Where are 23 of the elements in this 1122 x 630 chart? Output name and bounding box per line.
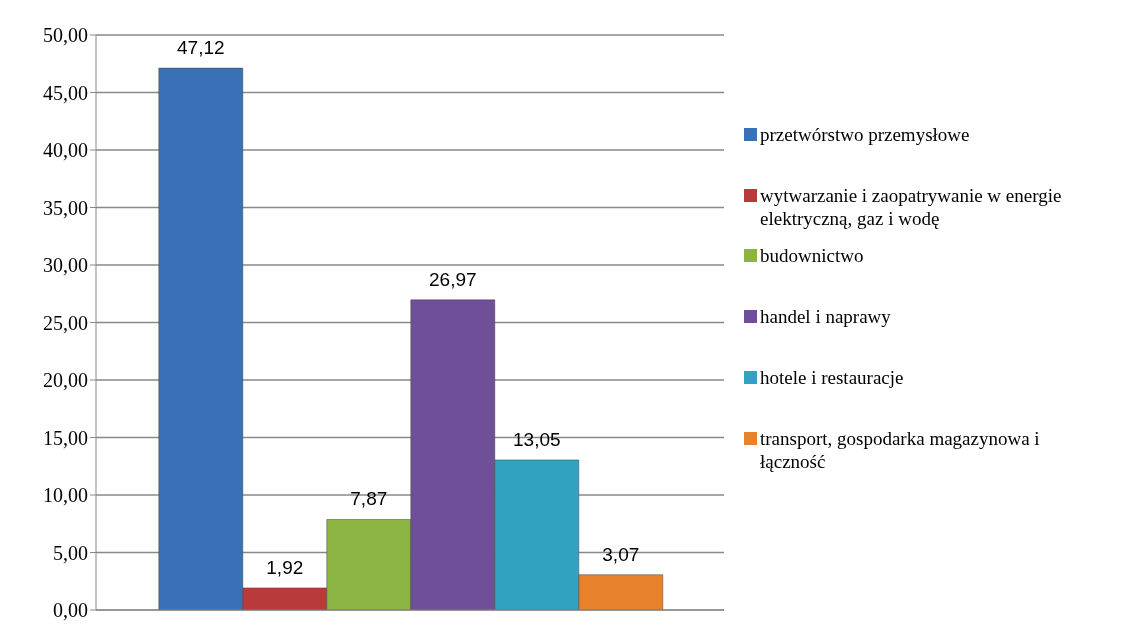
- data-label: 1,92: [266, 556, 304, 578]
- y-tick-label: 15,00: [43, 426, 88, 449]
- legend-label: transport, gospodarka magazynowa i łączność: [760, 427, 1041, 473]
- y-tick-label: 20,00: [43, 369, 88, 392]
- y-tick-label: 25,00: [43, 311, 88, 334]
- legend-label: wytwarzanie i zaopatrywanie w energie elektryczną, gaz i wodę: [760, 184, 1063, 230]
- y-tick-label: 40,00: [43, 139, 88, 162]
- y-tick-label: 5,00: [53, 541, 88, 564]
- data-label: 13,05: [513, 428, 561, 450]
- data-label: 26,97: [429, 268, 477, 290]
- legend-label: przetwórstwo przemysłowe: [760, 123, 970, 146]
- y-tick-label: 45,00: [43, 81, 88, 104]
- data-label: 7,87: [350, 488, 388, 510]
- y-tick-label: 35,00: [43, 196, 88, 219]
- data-label: 47,12: [177, 37, 225, 59]
- legend-label: handel i naprawy: [760, 305, 891, 328]
- legend-label: hotele i restauracje: [760, 366, 904, 389]
- y-tick-label: 50,00: [43, 24, 88, 47]
- y-tick-label: 0,00: [53, 599, 88, 622]
- legend-label: budownictwo: [760, 244, 864, 267]
- data-label: 3,07: [602, 543, 640, 565]
- y-tick-label: 30,00: [43, 254, 88, 277]
- y-tick-label: 10,00: [43, 484, 88, 507]
